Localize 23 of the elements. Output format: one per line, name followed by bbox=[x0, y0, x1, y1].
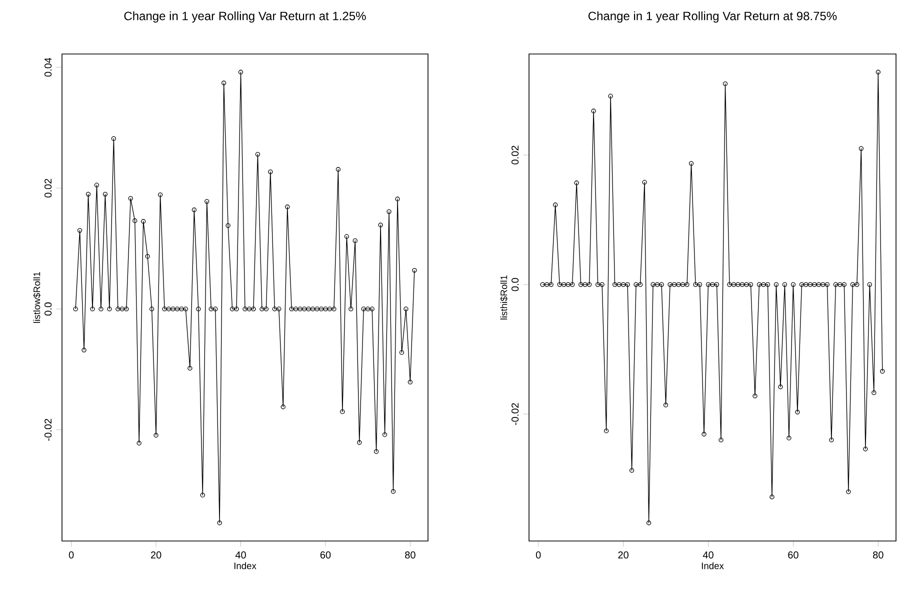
y-tick-label: 0.02 bbox=[44, 178, 52, 198]
y-tick-label: 0.02 bbox=[512, 146, 519, 164]
x-tick-label: 40 bbox=[235, 551, 246, 558]
x-tick-label: 0 bbox=[68, 551, 74, 558]
y-axis-title: listlow$Roll1 bbox=[33, 272, 41, 323]
x-tick-label: 20 bbox=[618, 551, 628, 558]
y-tick-label: -0.02 bbox=[44, 418, 52, 441]
x-tick-label: 40 bbox=[702, 551, 714, 558]
x-tick-label: 20 bbox=[150, 551, 162, 558]
x-tick-label: 0 bbox=[536, 551, 541, 558]
y-tick-label: 0.0 bbox=[44, 302, 52, 316]
x-tick-label: 80 bbox=[873, 551, 884, 558]
y-tick-label: 0.0 bbox=[512, 278, 519, 292]
x-tick-label: 60 bbox=[788, 551, 798, 558]
y-axis-title: listhi$Roll1 bbox=[500, 275, 508, 320]
y-tick-label: 0.04 bbox=[44, 58, 52, 77]
x-axis-title: Index bbox=[234, 562, 256, 570]
x-tick-label: 60 bbox=[320, 551, 331, 558]
x-axis-title: Index bbox=[702, 562, 724, 570]
chart-title: Change in 1 year Rolling Var Return at 98.75% bbox=[588, 11, 837, 23]
x-tick-label: 80 bbox=[405, 551, 416, 558]
chart-title: Change in 1 year Rolling Var Return at 1.25% bbox=[124, 11, 366, 23]
y-tick-label: -0.02 bbox=[512, 403, 519, 426]
